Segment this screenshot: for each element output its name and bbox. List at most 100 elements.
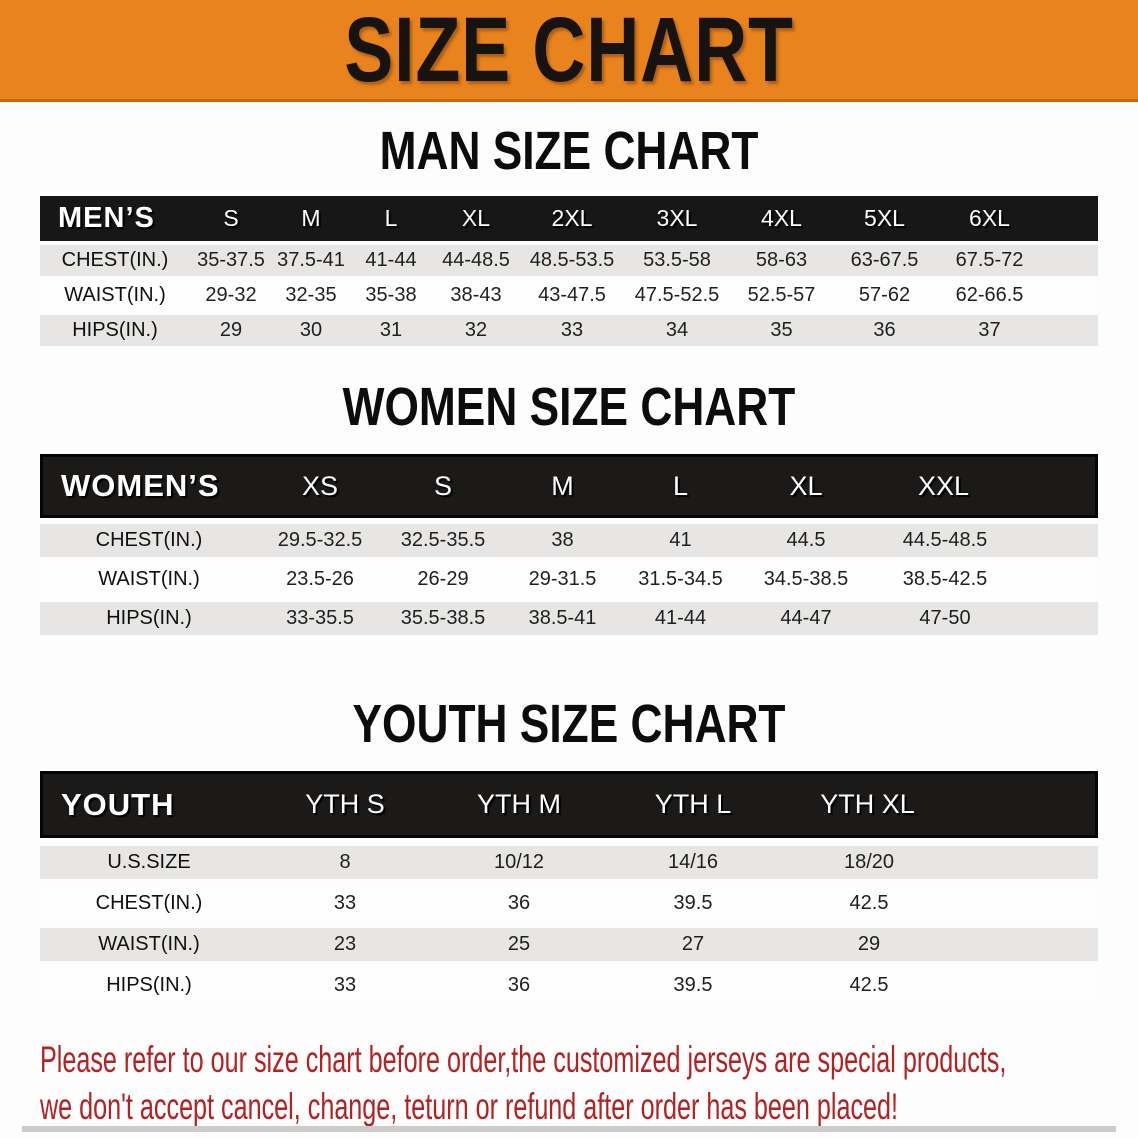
- men-size-table: MEN’S S M L XL 2XL 3XL 4XL 5XL 6XL CHEST(IN.) 35-37…: [40, 192, 1098, 350]
- banner-title: SIZE CHART: [344, 0, 794, 101]
- size-value: 8: [258, 846, 432, 879]
- row-label: HIPS(IN.): [40, 602, 258, 635]
- size-value: 23: [258, 928, 432, 961]
- size-value: 38.5-42.5: [872, 563, 1098, 596]
- size-value: 57-62: [833, 280, 936, 311]
- size-value: 33-35.5: [258, 602, 382, 635]
- size-value: 44-47: [740, 602, 872, 635]
- row-label: WAIST(IN.): [40, 280, 190, 311]
- size-value: 30: [272, 315, 350, 346]
- size-column-header: XXL: [872, 454, 1098, 518]
- women-size-table: WOMEN’S XS S M L XL XXL CHEST(IN.) 29.5-32.5 32.5…: [40, 448, 1098, 641]
- size-value: 23.5-26: [258, 563, 382, 596]
- bottom-divider: [22, 1126, 1116, 1132]
- size-value: 42.5: [780, 969, 1098, 1002]
- size-value: 36: [432, 969, 606, 1002]
- table-header-label: MEN’S: [40, 196, 190, 241]
- disclaimer-line-1: Please refer to our size chart before or…: [40, 1036, 1138, 1083]
- size-value: 52.5-57: [730, 280, 833, 311]
- size-column-header: M: [504, 454, 621, 518]
- table-row: CHEST(IN.) 29.5-32.5 32.5-35.5 38 41 44.5 44.5…: [40, 524, 1098, 557]
- size-value: 44.5-48.5: [872, 524, 1098, 557]
- table-header-row: MEN’S S M L XL 2XL 3XL 4XL 5XL 6XL: [40, 196, 1098, 241]
- size-value: 33: [258, 969, 432, 1002]
- row-label: WAIST(IN.): [40, 928, 258, 961]
- size-value: 39.5: [606, 969, 780, 1002]
- man-section-title-text: MAN SIZE CHART: [379, 121, 759, 181]
- size-value: 41-44: [350, 245, 432, 276]
- size-column-header: 5XL: [833, 196, 936, 241]
- table-row: WAIST(IN.) 23.5-26 26-29 29-31.5 31.5-34.5 34…: [40, 563, 1098, 596]
- disclaimer: Please refer to our size chart before or…: [0, 1036, 1138, 1130]
- size-chart-banner: SIZE CHART: [0, 0, 1138, 102]
- size-value: 35-37.5: [190, 245, 272, 276]
- size-value: 31: [350, 315, 432, 346]
- table-row: WAIST(IN.) 23 25 27 29: [40, 928, 1098, 961]
- size-value: 44-48.5: [432, 245, 520, 276]
- size-value: 44.5: [740, 524, 872, 557]
- size-column-header: S: [382, 454, 504, 518]
- table-row: HIPS(IN.) 33 36 39.5 42.5: [40, 969, 1098, 1002]
- size-value: 58-63: [730, 245, 833, 276]
- size-value: 67.5-72: [936, 245, 1098, 276]
- size-column-header: L: [621, 454, 740, 518]
- size-value: 14/16: [606, 846, 780, 879]
- row-label: CHEST(IN.): [40, 887, 258, 920]
- youth-section-title-text: YOUTH SIZE CHART: [352, 694, 786, 754]
- size-value: 33: [520, 315, 624, 346]
- size-value: 26-29: [382, 563, 504, 596]
- size-value: 36: [432, 887, 606, 920]
- women-section-title: WOMEN SIZE CHART: [0, 380, 1138, 434]
- size-value: 41-44: [621, 602, 740, 635]
- size-value: 62-66.5: [936, 280, 1098, 311]
- row-label: CHEST(IN.): [40, 524, 258, 557]
- size-column-header: M: [272, 196, 350, 241]
- youth-section-title: YOUTH SIZE CHART: [0, 697, 1138, 751]
- row-label: HIPS(IN.): [40, 969, 258, 1002]
- size-value: 29.5-32.5: [258, 524, 382, 557]
- row-label: U.S.SIZE: [40, 846, 258, 879]
- size-value: 31.5-34.5: [621, 563, 740, 596]
- size-column-header: XS: [258, 454, 382, 518]
- size-value: 43-47.5: [520, 280, 624, 311]
- size-value: 38.5-41: [504, 602, 621, 635]
- size-value: 47-50: [872, 602, 1098, 635]
- size-column-header: YTH L: [606, 771, 780, 838]
- size-value: 37.5-41: [272, 245, 350, 276]
- size-column-header: YTH S: [258, 771, 432, 838]
- size-value: 63-67.5: [833, 245, 936, 276]
- size-value: 32-35: [272, 280, 350, 311]
- size-value: 47.5-52.5: [624, 280, 730, 311]
- table-header-row: WOMEN’S XS S M L XL XXL: [40, 454, 1098, 518]
- table-row: CHEST(IN.) 35-37.5 37.5-41 41-44 44-48.5 48.5…: [40, 245, 1098, 276]
- table-header-row: YOUTH YTH S YTH M YTH L YTH XL: [40, 771, 1098, 838]
- size-value: 37: [936, 315, 1098, 346]
- size-column-header: XL: [740, 454, 872, 518]
- table-header-label: YOUTH: [40, 771, 258, 838]
- size-value: 35.5-38.5: [382, 602, 504, 635]
- size-value: 32: [432, 315, 520, 346]
- size-value: 34: [624, 315, 730, 346]
- size-value: 38-43: [432, 280, 520, 311]
- disclaimer-line-2: we don't accept cancel, change, teturn o…: [40, 1083, 1138, 1130]
- disclaimer-line-2-text: we don't accept cancel, change, teturn o…: [40, 1086, 899, 1127]
- row-label: WAIST(IN.): [40, 563, 258, 596]
- size-value: 48.5-53.5: [520, 245, 624, 276]
- size-value: 27: [606, 928, 780, 961]
- size-value: 36: [833, 315, 936, 346]
- table-header-label: WOMEN’S: [40, 454, 258, 518]
- table-row: U.S.SIZE 8 10/12 14/16 18/20: [40, 846, 1098, 879]
- size-column-header: YTH M: [432, 771, 606, 838]
- table-row: WAIST(IN.) 29-32 32-35 35-38 38-43 43-47.5 47.…: [40, 280, 1098, 311]
- size-column-header: 4XL: [730, 196, 833, 241]
- youth-size-table: YOUTH YTH S YTH M YTH L YTH XL U.S.SIZE 8 10/12…: [40, 763, 1098, 1010]
- man-section-title: MAN SIZE CHART: [0, 124, 1138, 178]
- table-row: CHEST(IN.) 33 36 39.5 42.5: [40, 887, 1098, 920]
- size-value: 33: [258, 887, 432, 920]
- size-value: 10/12: [432, 846, 606, 879]
- size-value: 35: [730, 315, 833, 346]
- size-value: 39.5: [606, 887, 780, 920]
- size-column-header: XL: [432, 196, 520, 241]
- size-value: 18/20: [780, 846, 1098, 879]
- size-column-header: L: [350, 196, 432, 241]
